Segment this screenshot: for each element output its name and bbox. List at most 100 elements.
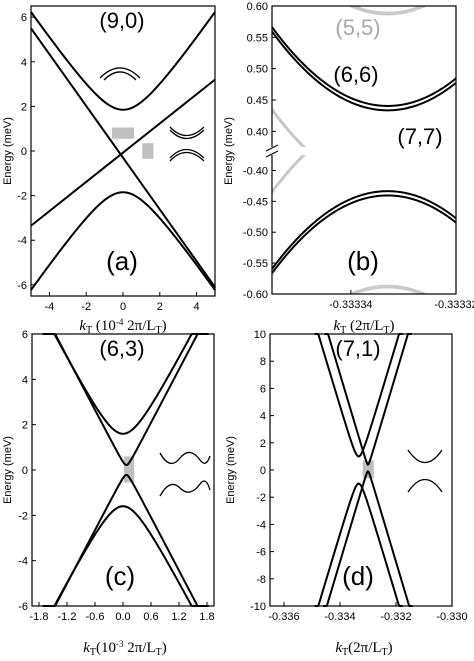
inset-curve	[407, 478, 443, 493]
x-tick-label: -0.336	[268, 611, 299, 623]
band-line-4	[323, 470, 413, 607]
y-tick-label: 6	[260, 383, 266, 395]
axis-break	[265, 144, 280, 158]
x-label-tail-sub: T	[383, 325, 389, 336]
x-label-tail: 2π/L	[124, 640, 156, 656]
y-tick-label: -2	[17, 191, 27, 203]
inset-curve	[169, 148, 205, 159]
band-6-6	[272, 26, 456, 107]
x-tick-label: -0.33334	[329, 299, 372, 311]
highlight-box	[362, 460, 374, 479]
tube-label: (6,3)	[99, 336, 144, 361]
band-line-4	[43, 474, 209, 607]
x-label-close: )	[390, 318, 395, 334]
tube-label-6-6: (6,6)	[333, 62, 378, 87]
x-label-k: k	[333, 318, 340, 334]
panel-c: -1.8 -1.2 -0.6 0.0 0.6 1.2 1.8 -6 -4 -2 0 2 4 6 (6,3…	[2, 329, 215, 658]
band-line-3	[43, 333, 209, 466]
inset-curve	[407, 449, 443, 464]
x-tick-label: 0.0	[115, 611, 130, 623]
panel-d-inset	[407, 449, 443, 493]
tube-label: (7,1)	[335, 336, 380, 361]
inset-curve	[159, 451, 211, 465]
y-tick-label: 2	[21, 101, 27, 113]
y-tick-label: -0.50	[243, 227, 268, 239]
y-tick-label: -2	[256, 492, 266, 504]
highlight-box	[142, 143, 154, 159]
x-label-k: k	[79, 318, 86, 334]
band-line-2	[30, 191, 216, 291]
x-label-k: k	[335, 640, 342, 656]
panel-label: (a)	[106, 246, 138, 276]
tube-label-7-7: (7,7)	[397, 124, 442, 149]
y-tick-label: -6	[17, 280, 27, 292]
x-label-close: )	[162, 318, 167, 334]
x-tick-label: -0.330	[436, 611, 467, 623]
panel-a: -4 -2 0 2 4 -6 -4 -2 0 2 4 6 (9,0) (a) Energy (meV…	[2, 5, 216, 336]
y-tick-label: 8	[260, 356, 266, 368]
x-tick-label: -0.33332	[434, 299, 474, 311]
y-tick-label: 10	[254, 329, 266, 341]
band-7-7	[272, 109, 305, 147]
band-7-7	[272, 155, 305, 192]
y-axis-label: Energy (meV)	[223, 117, 235, 185]
inset-curve	[159, 480, 211, 497]
y-tick-label: 0.45	[247, 95, 268, 107]
x-tick-label: 0.6	[143, 611, 158, 623]
band-line-3	[324, 333, 412, 466]
band-line-1	[30, 11, 216, 111]
band-line-2	[314, 482, 403, 607]
y-tick-label: 0.50	[247, 64, 268, 76]
panel-d: -0.336 -0.334 -0.332 -0.330 -10 -8 -6 -4 -2 0 2 4 6…	[225, 329, 468, 658]
y-tick-label: -2	[18, 510, 28, 522]
x-label-sub: T	[342, 647, 348, 658]
y-tick-label: 2	[22, 420, 28, 432]
x-tick-label: 1.2	[171, 611, 186, 623]
y-tick-label: -0.60	[243, 289, 268, 301]
x-tick-label: 2	[157, 301, 163, 313]
x-label-sub: T	[90, 647, 96, 658]
x-label-rest: (10	[92, 318, 116, 334]
x-tick-label: -2	[81, 301, 91, 313]
y-tick-label: 0.40	[247, 126, 268, 138]
x-label-k: k	[83, 640, 90, 656]
panel-b: -0.33334 -0.33332 0.40 0.45 0.50 0.55 0.60 -0.…	[223, 1, 474, 336]
tube-label-5-5: (5,5)	[335, 15, 380, 40]
y-tick-label: 0	[260, 465, 266, 477]
x-label-tail-sub: T	[156, 325, 162, 336]
band-line-4	[30, 78, 216, 227]
y-tick-label: -10	[250, 601, 266, 613]
x-tick-label: 4	[194, 301, 200, 313]
band-line-1	[314, 333, 403, 458]
x-label-sub: T	[86, 325, 92, 336]
y-tick-label: 2	[260, 438, 266, 450]
y-tick-label: -8	[256, 574, 266, 586]
band-7-7	[272, 155, 307, 194]
x-tick-label: -1.8	[30, 611, 49, 623]
inset-curve	[169, 151, 205, 162]
band-5-5	[351, 286, 424, 294]
y-tick-label: 4	[22, 374, 28, 386]
band-line-2	[42, 505, 204, 607]
x-label-exp: -3	[116, 639, 124, 649]
y-tick-label: 0	[21, 146, 27, 158]
x-label-tail-sub: T	[156, 647, 162, 658]
x-tick-label: -4	[45, 301, 55, 313]
y-tick-label: 6	[22, 329, 28, 341]
y-tick-label: 6	[21, 12, 27, 24]
x-axis-label: kT(10-3 2π/LT)	[83, 639, 167, 658]
x-label-sub: T	[340, 325, 346, 336]
panel-c-inset	[159, 451, 211, 497]
x-tick-label: -0.6	[86, 611, 105, 623]
x-label-exp: -4	[116, 317, 124, 327]
tube-label: (9,0)	[99, 8, 144, 33]
y-tick-label: -6	[256, 547, 266, 559]
band-5-5	[351, 6, 424, 14]
inset-curve	[169, 126, 205, 137]
x-tick-label: -0.332	[380, 611, 411, 623]
y-axis-label: Energy (meV)	[2, 436, 14, 504]
x-label-tail: 2π/L	[123, 318, 155, 334]
y-tick-label: 0	[22, 465, 28, 477]
y-tick-label: -0.45	[243, 196, 268, 208]
